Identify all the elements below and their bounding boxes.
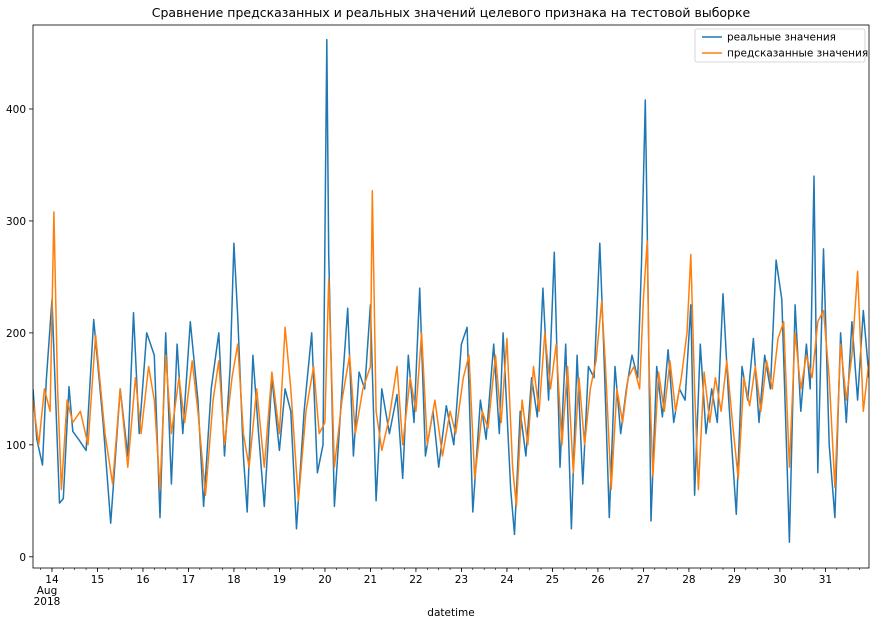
series-line-real — [33, 38, 869, 543]
x-subtick-year: 2018 — [34, 596, 61, 608]
y-tick-label: 100 — [6, 440, 26, 452]
x-axis: Aug 2018 14 15 16 17 18 19 20 21 22 23 24 25 26 27 28 2… — [34, 568, 860, 608]
x-tick-label: 25 — [546, 574, 559, 586]
x-subtick-month: Aug — [37, 585, 58, 597]
plot-area — [32, 24, 870, 569]
legend-label-predicted: предсказанные значения — [727, 48, 868, 60]
x-tick-label: 21 — [364, 574, 377, 586]
x-tick-label: 27 — [637, 574, 650, 586]
x-tick-label: 16 — [136, 574, 150, 586]
x-tick-label: 31 — [819, 574, 832, 586]
x-tick-label: 15 — [91, 574, 104, 586]
x-tick-label: 20 — [318, 574, 331, 586]
y-axis: 0 100 200 300 400 — [6, 104, 33, 564]
series-line-predicted — [33, 189, 869, 508]
y-tick-label: 400 — [6, 104, 26, 116]
y-tick-label: 300 — [6, 216, 26, 228]
x-tick-label: 30 — [773, 574, 786, 586]
x-tick-label: 23 — [455, 574, 468, 586]
series-layer — [33, 38, 869, 543]
x-tick-label: 22 — [409, 574, 422, 586]
legend-label-real: реальные значения — [727, 32, 836, 44]
y-tick-label: 200 — [6, 328, 26, 340]
x-tick-label: 29 — [728, 574, 741, 586]
x-tick-label: 26 — [591, 574, 605, 586]
chart-title: Сравнение предсказанных и реальных значе… — [152, 5, 751, 20]
x-tick-label: 28 — [682, 574, 695, 586]
legend: реальные значения предсказанные значения — [694, 28, 868, 63]
x-tick-label: 17 — [182, 574, 195, 586]
x-axis-label: datetime — [427, 607, 474, 619]
x-tick-label: 24 — [500, 574, 514, 586]
x-tick-label: 14 — [45, 574, 59, 586]
x-tick-label: 18 — [227, 574, 240, 586]
y-tick-label: 0 — [19, 552, 26, 564]
legend-box — [694, 28, 866, 63]
x-tick-label: 19 — [273, 574, 286, 586]
plot-frame — [32, 24, 870, 569]
